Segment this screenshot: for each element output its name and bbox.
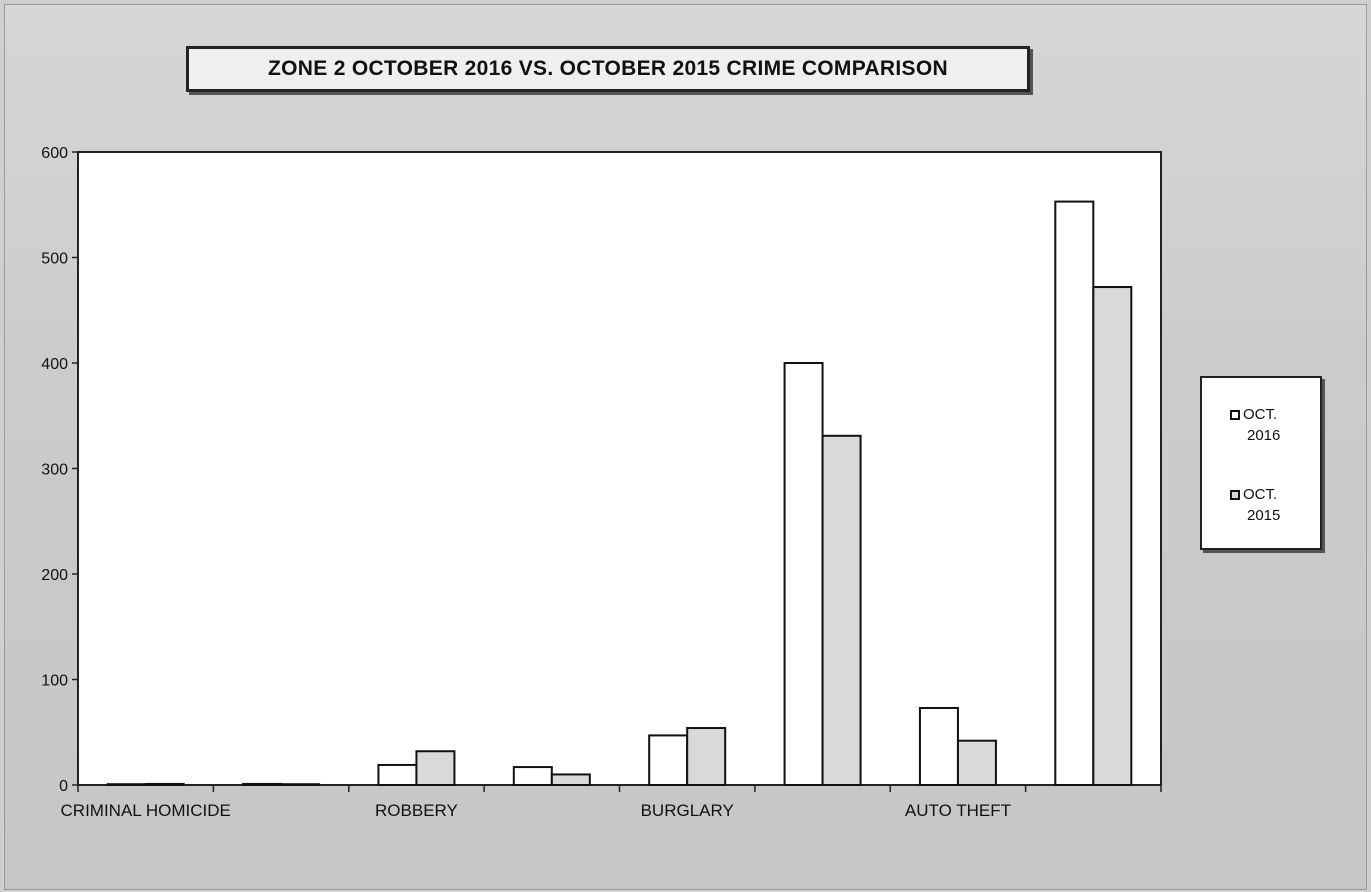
bar-oct-2015 bbox=[956, 739, 997, 787]
y-axis: 0 100 200 300 400 500 600 bbox=[41, 145, 78, 795]
bar-oct-2016 bbox=[648, 734, 689, 786]
legend-swatch-oct-2016 bbox=[1230, 410, 1240, 420]
bar-oct-2016 bbox=[918, 706, 959, 786]
bar-oct-2016 bbox=[106, 783, 147, 787]
legend-label-line1: OCT. bbox=[1243, 406, 1278, 423]
legend-item-oct-2015: OCT. 2015 bbox=[1230, 484, 1280, 526]
y-tick-label: 100 bbox=[41, 673, 68, 690]
bar-oct-2015 bbox=[550, 773, 591, 787]
bar-oct-2016 bbox=[1054, 200, 1095, 786]
plot-area bbox=[77, 151, 1162, 786]
y-tick-label: 300 bbox=[41, 462, 68, 479]
x-category-label: CRIMINAL HOMICIDE bbox=[61, 801, 231, 820]
legend-item-oct-2016: OCT. 2016 bbox=[1230, 404, 1280, 446]
bar-oct-2015 bbox=[821, 434, 862, 786]
bar-oct-2016 bbox=[783, 362, 824, 786]
legend-label-line1: OCT. bbox=[1243, 486, 1278, 503]
x-category-label: ROBBERY bbox=[375, 801, 458, 820]
y-tick-label: 200 bbox=[41, 567, 68, 584]
bar-oct-2016 bbox=[512, 766, 553, 787]
bar-oct-2015 bbox=[415, 750, 456, 786]
bar-oct-2015 bbox=[144, 782, 185, 787]
bar-oct-2015 bbox=[1092, 286, 1133, 786]
legend-label-line2: 2016 bbox=[1247, 427, 1281, 444]
bar-oct-2015 bbox=[280, 783, 321, 787]
bar-oct-2016 bbox=[242, 782, 283, 787]
bar-oct-2015 bbox=[686, 727, 727, 787]
legend: OCT. 2016 OCT. 2015 bbox=[1200, 376, 1322, 550]
y-tick-label: 0 bbox=[59, 778, 68, 795]
y-tick-label: 600 bbox=[41, 145, 68, 162]
y-tick-label: 400 bbox=[41, 356, 68, 373]
legend-swatch-oct-2015 bbox=[1230, 490, 1240, 500]
bars bbox=[106, 200, 1133, 787]
x-category-label: AUTO THEFT bbox=[905, 801, 1011, 820]
bar-oct-2016 bbox=[377, 763, 418, 787]
chart-title: ZONE 2 OCTOBER 2016 VS. OCTOBER 2015 CRI… bbox=[186, 46, 1030, 92]
x-category-label: BURGLARY bbox=[641, 801, 734, 820]
legend-label-line2: 2015 bbox=[1247, 507, 1281, 524]
x-axis: CRIMINAL HOMICIDE ROBBERY BURGLARY AUTO THE… bbox=[61, 785, 1162, 820]
y-tick-label: 500 bbox=[41, 251, 68, 268]
